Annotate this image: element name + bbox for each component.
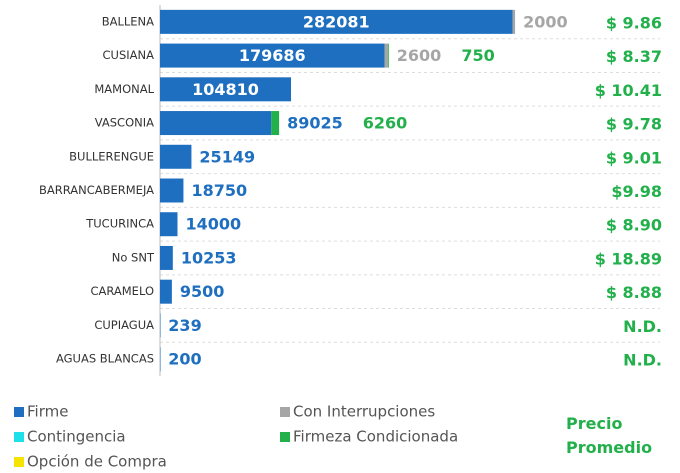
bar-segment: [384, 43, 388, 68]
legend-swatch: [280, 407, 290, 417]
category-label: No SNT: [112, 250, 155, 264]
bar-segment: [160, 347, 161, 372]
price-label: $ 10.41: [595, 81, 662, 100]
value-label: 2000: [523, 12, 568, 31]
bar-segment: [160, 178, 184, 203]
price-label: $ 18.89: [595, 249, 662, 268]
value-label: 6260: [363, 114, 408, 133]
price-label: $ 8.37: [606, 47, 662, 66]
value-label: 104810: [192, 80, 259, 99]
legend-label: Firme: [27, 403, 68, 421]
category-label: MAMONAL: [94, 82, 154, 96]
bar-segment: [160, 43, 385, 68]
category-label: VASCONIA: [95, 116, 154, 130]
value-label: 282081: [303, 12, 370, 31]
legend-swatch: [280, 432, 290, 442]
legend-swatch: [14, 432, 24, 442]
price-label: $ 8.90: [606, 216, 662, 235]
bar-segment: [160, 144, 192, 169]
category-label: CARAMELO: [90, 284, 154, 298]
bar-segment: [160, 111, 272, 136]
value-label: 200: [168, 350, 201, 369]
legend-label: Opción de Compra: [27, 453, 167, 471]
value-label: 18750: [191, 181, 247, 200]
value-label: 750: [461, 46, 494, 65]
category-label: CUPIAGUA: [94, 318, 154, 332]
value-label: 89025: [287, 114, 343, 133]
bar-segment: [512, 9, 516, 34]
price-label: N.D.: [623, 317, 662, 336]
price-label: $ 9.86: [606, 13, 662, 32]
bar-segment: [160, 279, 172, 304]
category-label: AGUAS BLANCAS: [56, 352, 154, 366]
legend-label: Firmeza Condicionada: [293, 428, 458, 446]
price-label: $9.98: [611, 182, 662, 201]
bar-segment: [160, 245, 173, 270]
legend-label: Contingencia: [27, 428, 126, 446]
category-label: TUCURINCA: [85, 217, 154, 231]
bar-segment: [160, 77, 292, 102]
legend-swatch: [14, 457, 24, 467]
bar-segment: [160, 212, 178, 237]
price-title: Precio Promedio: [566, 414, 653, 457]
price-label: $ 8.88: [606, 283, 662, 302]
bar-segment: [160, 9, 513, 34]
value-label: 10253: [181, 248, 237, 267]
category-label: BULLERENGUE: [69, 149, 154, 163]
value-label: 14000: [186, 215, 242, 234]
price-label: N.D.: [623, 351, 662, 370]
bar-segment: [387, 43, 389, 68]
legend-label: Con Interrupciones: [293, 403, 435, 421]
value-label: 179686: [239, 46, 306, 65]
bar-segment: [160, 313, 161, 338]
legend-swatch: [14, 407, 24, 417]
category-label: CUSIANA: [103, 48, 155, 62]
bar-segment: [271, 111, 280, 136]
category-label: BARRANCABERMEJA: [39, 183, 154, 197]
value-label: 25149: [199, 147, 255, 166]
price-label: $ 9.01: [606, 148, 662, 167]
value-label: 9500: [180, 282, 225, 301]
value-label: 2600: [397, 46, 442, 65]
category-label: BALLENA: [102, 14, 154, 28]
price-label: $ 9.78: [606, 115, 662, 134]
value-label: 239: [168, 316, 201, 335]
